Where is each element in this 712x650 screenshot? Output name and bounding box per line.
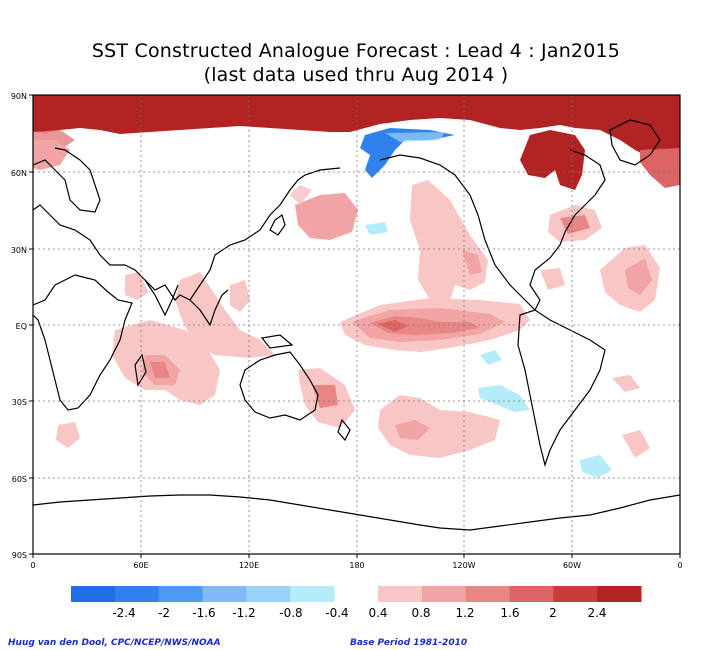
colorbar-positive	[378, 586, 642, 602]
colorbar-swatch-positive	[465, 586, 510, 602]
lat-label: 30N	[11, 246, 27, 255]
lon-label: 60W	[563, 561, 581, 570]
north-pacific-warm	[295, 193, 358, 240]
colorbar-label: 2	[549, 606, 557, 620]
colorbar-label: 2.4	[587, 606, 606, 620]
colorbar-label: -0.8	[279, 606, 302, 620]
coast-north-america	[379, 149, 606, 312]
colorbar-swatch-positive	[597, 586, 642, 602]
coast-madagascar	[134, 353, 147, 387]
lat-label: 60S	[12, 475, 27, 484]
south-atlantic-warm-2	[622, 430, 650, 458]
south-atlantic-warm	[612, 375, 640, 392]
graticule	[33, 95, 680, 554]
colorbar-label: 0.4	[368, 606, 387, 620]
colorbar-swatch-negative	[158, 586, 203, 602]
tropical-atlantic-warm-core	[625, 258, 652, 295]
south-pacific-warm-core	[395, 420, 430, 440]
latitude-labels: 90N 60N 30N EQ 30S 60S 90S	[11, 92, 27, 560]
indian-ocean-warm-core2	[150, 362, 170, 378]
colorbar-swatch-negative	[114, 586, 160, 602]
colorbar-label: -2	[158, 606, 170, 620]
coast-new-guinea	[260, 334, 294, 349]
lon-label: 180	[349, 561, 364, 570]
coast-africa	[33, 274, 133, 411]
north-pacific-warm-light	[290, 185, 312, 205]
lon-label: 0	[30, 561, 35, 570]
lon-label: 60E	[133, 561, 148, 570]
south-atlantic-cold	[580, 455, 612, 478]
colorbar-label: -2.4	[112, 606, 135, 620]
colorbar-swatch-negative	[246, 586, 291, 602]
arctic-warm-band	[33, 95, 680, 155]
longitude-labels: 0 60E 120E 180 120W 60W 0	[30, 561, 682, 570]
coast-greenland	[609, 119, 661, 166]
ne-pacific-warm-core	[462, 250, 482, 275]
tasman-warm-core	[312, 385, 338, 408]
colorbar-positive-labels: 0.4 0.8 1.2 1.6 2 2.4	[368, 606, 606, 620]
colorbar-swatch-negative	[290, 586, 335, 602]
colorbar-negative	[71, 586, 335, 602]
axis-ticks	[29, 94, 681, 558]
colorbar-swatch-positive	[553, 586, 598, 602]
coast-europe	[33, 167, 341, 301]
colorbar-label: -1.6	[192, 606, 215, 620]
south-indian-warm	[56, 422, 80, 448]
coast-new-zealand	[337, 418, 351, 442]
lon-label: 120E	[239, 561, 259, 570]
colorbar-label: -1.2	[232, 606, 255, 620]
colorbar-label: -0.4	[325, 606, 348, 620]
credit-author: Huug van den Dool, CPC/NCEP/NWS/NOAA	[8, 638, 221, 648]
north-pacific-cold	[365, 222, 388, 235]
bay-bengal-warm	[230, 280, 250, 312]
colorbar-label: 1.2	[455, 606, 474, 620]
north-atlantic-warm-core	[560, 215, 590, 234]
coast-india	[144, 279, 179, 317]
eq-pacific-warm-4	[378, 320, 408, 332]
coast-south-america	[517, 309, 606, 468]
coast-scandinavia	[33, 147, 101, 213]
colorbar-label: 1.6	[500, 606, 519, 620]
lat-label: 30S	[12, 398, 27, 407]
colorbar: -2.4 -2 -1.6 -1.2 -0.8 -0.4 0.4 0.8 1.2 …	[71, 586, 642, 620]
coastlines	[33, 119, 680, 531]
se-pacific-cold	[478, 385, 530, 412]
coast-antarctica	[33, 494, 680, 531]
map-title-line2: (last data used thru Aug 2014 )	[203, 64, 509, 86]
coast-australia	[239, 351, 319, 421]
hudson-warm	[520, 130, 585, 190]
credit-base-period: Base Period 1981-2010	[350, 638, 468, 648]
lat-label: 90S	[12, 551, 27, 560]
colorbar-label: 0.8	[411, 606, 430, 620]
maritime-warm	[175, 272, 275, 358]
barents-warm-light	[33, 140, 70, 170]
greenland-sea-warm	[640, 148, 680, 188]
colorbar-swatch-positive	[378, 586, 423, 602]
colorbar-swatch-positive	[509, 586, 554, 602]
lat-label: 60N	[11, 169, 27, 178]
coast-japan	[269, 214, 286, 236]
lat-label: 90N	[11, 92, 27, 101]
caribbean-warm	[540, 268, 565, 290]
lon-label: 120W	[452, 561, 475, 570]
lon-label: 0	[677, 561, 682, 570]
colorbar-swatch-negative	[71, 586, 116, 602]
coast-se-asia	[189, 289, 229, 327]
south-pacific-warm	[378, 395, 500, 458]
lat-label: EQ	[16, 322, 27, 331]
colorbar-negative-labels: -2.4 -2 -1.6 -1.2 -0.8 -0.4	[112, 606, 348, 620]
anomaly-fields	[33, 95, 680, 478]
arabian-warm	[125, 272, 148, 300]
beaufort-cold-light	[385, 132, 445, 142]
map-title-line1: SST Constructed Analogue Forecast : Lead…	[91, 40, 621, 62]
beaufort-cold	[360, 128, 455, 178]
colorbar-swatch-positive	[421, 586, 467, 602]
se-pacific-cold-2	[480, 350, 502, 365]
colorbar-swatch-negative	[202, 586, 247, 602]
